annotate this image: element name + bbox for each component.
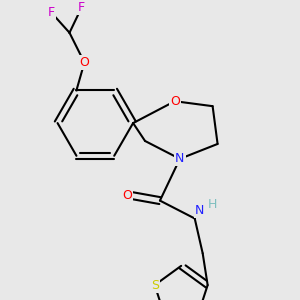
Text: O: O — [122, 189, 132, 202]
Text: F: F — [48, 6, 55, 19]
Text: N: N — [195, 204, 204, 217]
Text: H: H — [208, 198, 217, 211]
Text: S: S — [151, 279, 159, 292]
Text: O: O — [170, 95, 180, 108]
Text: O: O — [80, 56, 89, 69]
Text: N: N — [175, 152, 184, 165]
Text: F: F — [78, 2, 85, 14]
